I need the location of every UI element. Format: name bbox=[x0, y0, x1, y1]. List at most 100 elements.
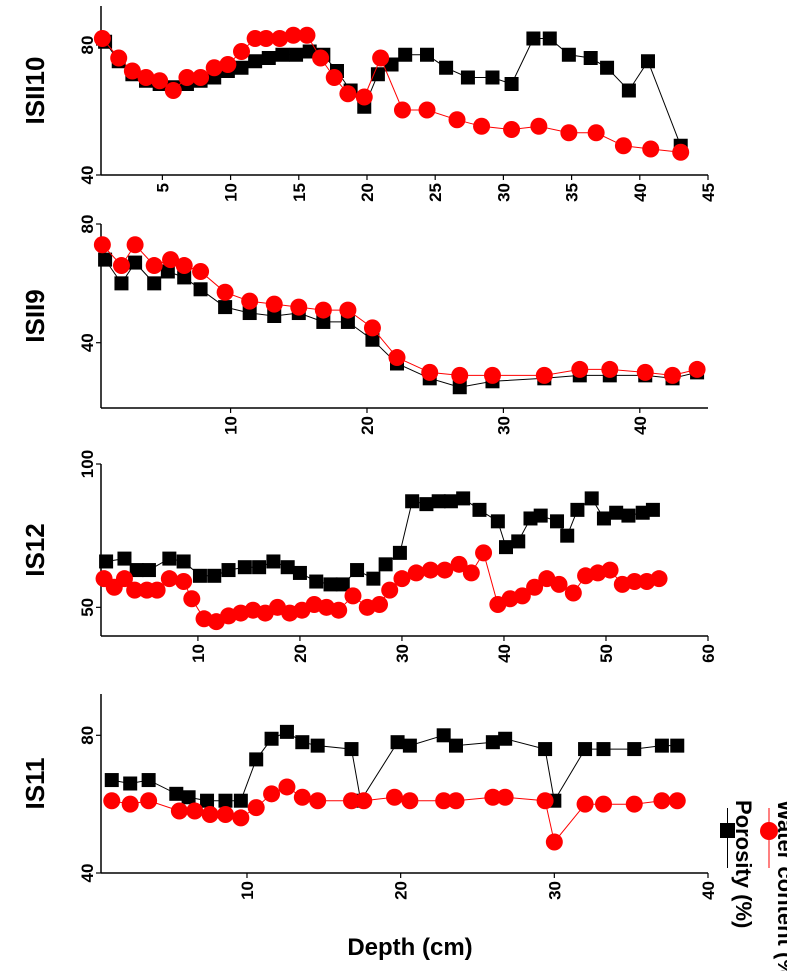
water-content-point bbox=[126, 581, 144, 599]
water-content-point bbox=[241, 292, 259, 310]
water-content-point bbox=[186, 802, 204, 820]
water-content-point bbox=[688, 360, 706, 378]
panel-is12: 10 20 30 40 50 60 50 100 IS12 bbox=[20, 450, 718, 663]
x-tick-label: 10 bbox=[189, 644, 208, 663]
porosity-point bbox=[340, 314, 355, 329]
porosity-point bbox=[584, 491, 599, 506]
porosity-point bbox=[147, 276, 162, 291]
x-tick-label: 35 bbox=[563, 183, 582, 202]
water-content-point bbox=[183, 590, 201, 608]
water-content-point bbox=[330, 601, 348, 619]
water-content-point bbox=[371, 595, 389, 613]
porosity-point bbox=[264, 731, 279, 746]
x-axis-label: Depth (cm) bbox=[347, 934, 472, 961]
porosity-point bbox=[654, 738, 669, 753]
porosity-point bbox=[249, 752, 264, 767]
water-content-point bbox=[293, 788, 311, 806]
series-porosity bbox=[104, 724, 685, 808]
porosity-point bbox=[292, 565, 307, 580]
porosity-point bbox=[233, 793, 248, 808]
porosity-point bbox=[596, 742, 611, 757]
porosity-point bbox=[267, 309, 282, 323]
water-content-point bbox=[312, 49, 330, 67]
x-tick-label: 40 bbox=[495, 644, 514, 663]
porosity-point bbox=[402, 738, 417, 753]
series-porosity bbox=[99, 491, 660, 592]
water-content-point bbox=[103, 792, 121, 810]
water-content-point bbox=[278, 778, 296, 796]
series-line bbox=[111, 731, 678, 803]
porosity-point bbox=[670, 738, 685, 753]
porosity-point bbox=[443, 494, 458, 509]
water-content-point bbox=[290, 298, 308, 316]
porosity-point bbox=[485, 70, 500, 85]
panel-is11: 10 20 30 40 40 80 IS11 bbox=[20, 694, 718, 900]
porosity-point bbox=[309, 574, 324, 589]
porosity-point bbox=[295, 735, 310, 750]
porosity-point bbox=[350, 563, 365, 578]
series-water-content bbox=[93, 236, 706, 384]
water-content-point bbox=[344, 587, 362, 605]
x-tick-label: 30 bbox=[545, 881, 564, 900]
water-content-point bbox=[388, 349, 406, 367]
porosity-point bbox=[609, 505, 624, 520]
water-content-point bbox=[386, 788, 404, 806]
water-content-point bbox=[576, 795, 594, 813]
porosity-point bbox=[261, 51, 276, 65]
porosity-point bbox=[490, 514, 505, 529]
water-content-point bbox=[170, 802, 188, 820]
porosity-point bbox=[366, 571, 381, 586]
porosity-point bbox=[578, 742, 593, 757]
y-tick-label: 80 bbox=[78, 726, 97, 745]
water-content-point bbox=[355, 792, 373, 810]
x-tick-label: 20 bbox=[358, 183, 377, 202]
water-content-point bbox=[401, 792, 419, 810]
water-content-point bbox=[587, 124, 605, 142]
porosity-point bbox=[550, 514, 565, 529]
water-content-point bbox=[205, 59, 223, 77]
y-tick-label: 40 bbox=[78, 166, 97, 185]
water-content-point bbox=[271, 30, 289, 47]
water-content-point bbox=[123, 62, 141, 80]
porosity-point bbox=[177, 270, 192, 285]
y-tick-label: 80 bbox=[78, 36, 97, 55]
porosity-point bbox=[448, 738, 463, 753]
porosity-point bbox=[200, 793, 215, 808]
panel-isii9: 10 20 30 40 40 80 ISII9 bbox=[20, 215, 708, 435]
water-content-point bbox=[536, 792, 554, 810]
porosity-point bbox=[98, 252, 113, 267]
porosity-point bbox=[310, 738, 325, 753]
x-tick-label: 40 bbox=[631, 416, 650, 435]
water-content-point bbox=[636, 363, 654, 381]
water-content-point bbox=[435, 792, 453, 810]
porosity-point bbox=[129, 563, 144, 578]
water-content-point bbox=[178, 69, 196, 86]
porosity-point bbox=[275, 47, 290, 62]
water-content-point bbox=[407, 564, 425, 582]
x-tick-label: 30 bbox=[393, 644, 412, 663]
porosity-point bbox=[218, 300, 233, 315]
porosity-point bbox=[627, 742, 642, 757]
water-content-point bbox=[298, 26, 316, 44]
water-content-point bbox=[564, 584, 582, 602]
water-content-point bbox=[560, 124, 578, 142]
porosity-point bbox=[378, 557, 393, 572]
water-content-point bbox=[363, 319, 381, 337]
porosity-point bbox=[504, 77, 519, 91]
water-content-point bbox=[342, 792, 360, 810]
porosity-point bbox=[279, 724, 294, 739]
series-water-content bbox=[95, 544, 668, 631]
water-content-point bbox=[550, 575, 568, 593]
water-content-point bbox=[450, 555, 468, 573]
porosity-point bbox=[621, 508, 636, 523]
porosity-point bbox=[542, 31, 557, 46]
porosity-point bbox=[621, 83, 636, 98]
porosity-point bbox=[221, 563, 236, 578]
porosity-point bbox=[460, 70, 475, 85]
porosity-point bbox=[456, 491, 471, 506]
porosity-point bbox=[640, 54, 655, 69]
porosity-point bbox=[499, 540, 514, 555]
water-content-point bbox=[483, 366, 501, 384]
series-water-content bbox=[93, 26, 690, 161]
